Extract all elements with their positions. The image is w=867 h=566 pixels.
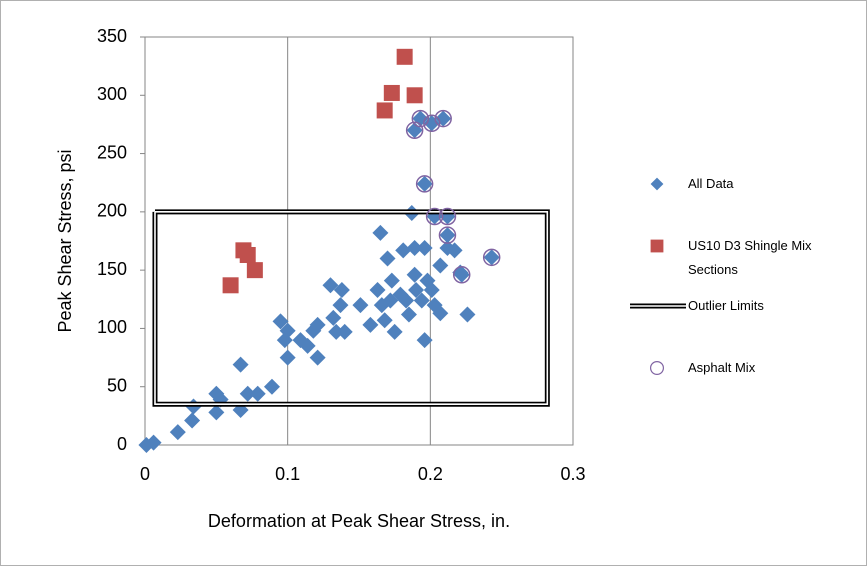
plot-area (144, 36, 574, 446)
y-tick-label: 300 (97, 84, 127, 104)
square-point (222, 277, 239, 294)
diamond-point (249, 385, 266, 402)
diamond-point (413, 292, 430, 309)
diamond-point (328, 323, 345, 340)
circle-point (438, 207, 457, 226)
circle-point (425, 207, 444, 226)
diamond-point (379, 250, 396, 267)
y-tick-label: 150 (97, 259, 127, 279)
diamond-point (423, 281, 440, 298)
series (222, 48, 423, 294)
diamond-point (332, 297, 349, 314)
diamond-point (416, 332, 433, 349)
diamond-point (322, 277, 339, 294)
diamond-point (408, 281, 425, 298)
diamond-point (279, 349, 296, 366)
diamond-point (395, 242, 412, 259)
circle-point (411, 109, 430, 128)
diamond-point (169, 424, 186, 441)
diamond-point (416, 175, 433, 192)
legend-label: All Data (688, 176, 734, 191)
diamond-point (398, 292, 415, 309)
legend-label: Asphalt Mix (688, 360, 756, 375)
diamond-point (446, 242, 463, 259)
diamond-point (333, 281, 350, 298)
legend-entry (650, 239, 664, 253)
diamond-point (376, 312, 393, 329)
y-tick-label: 100 (97, 317, 127, 337)
diamond-point (432, 305, 449, 322)
legend-entry (649, 361, 664, 376)
diamond-point (276, 332, 293, 349)
series (405, 109, 501, 284)
circle-point (438, 226, 457, 244)
diamond-point (208, 404, 225, 421)
y-tick-label: 200 (97, 201, 127, 221)
diamond-point (483, 249, 500, 266)
x-tick-label: 0.2 (418, 464, 443, 484)
y-tick-label: 50 (107, 375, 127, 395)
square-point (406, 87, 423, 104)
diamond-point (432, 257, 449, 274)
circle-point (415, 175, 434, 193)
diamond-point (184, 412, 201, 429)
diamond-point (406, 266, 423, 283)
circle-point (423, 114, 441, 133)
circle-point (405, 121, 424, 140)
x-tick-label: 0.1 (275, 464, 300, 484)
circle-point (649, 361, 664, 376)
square-point (239, 246, 256, 263)
y-axis-label: Peak Shear Stress, psi (55, 149, 75, 332)
diamond-point (232, 356, 249, 373)
diamond-point (145, 434, 162, 451)
x-tick-label: 0 (140, 464, 150, 484)
y-tick-label: 250 (97, 142, 127, 162)
diamond-point (239, 385, 256, 402)
square-point (383, 84, 400, 101)
x-tick-label: 0.3 (560, 464, 585, 484)
square-point (650, 239, 664, 253)
diamond-point (309, 316, 326, 333)
legend-label: US10 D3 Shingle Mix Sections (688, 238, 812, 277)
legend-label: Outlier Limits (688, 298, 764, 313)
y-tick-label: 350 (97, 26, 127, 46)
y-tick-label: 0 (117, 434, 127, 454)
diamond-point (336, 323, 353, 340)
diamond-point (400, 306, 417, 323)
circle-point (452, 266, 471, 284)
diamond-point (299, 337, 316, 354)
diamond-point (416, 239, 433, 256)
diamond-point (263, 378, 280, 395)
x-axis-label: Deformation at Peak Shear Stress, in. (208, 511, 510, 531)
series (152, 209, 550, 407)
outlier-limits-inner (154, 211, 549, 405)
diamond-point (272, 313, 289, 330)
diamond-point (383, 272, 400, 289)
diamond-point (453, 266, 470, 283)
circle-point (434, 109, 452, 128)
square-point (396, 48, 413, 65)
circle-point (482, 248, 501, 267)
diamond-point (352, 297, 369, 314)
diamond-point (386, 323, 403, 340)
diamond-point (459, 306, 476, 323)
diamond-point (325, 309, 342, 326)
diamond-point (309, 349, 326, 366)
diamond-point (372, 224, 389, 241)
diamond-point (406, 239, 423, 256)
square-point (246, 262, 263, 279)
diamond-point (439, 227, 456, 244)
diamond-point (362, 316, 379, 333)
square-point (376, 102, 393, 119)
diamond-point (369, 281, 386, 298)
